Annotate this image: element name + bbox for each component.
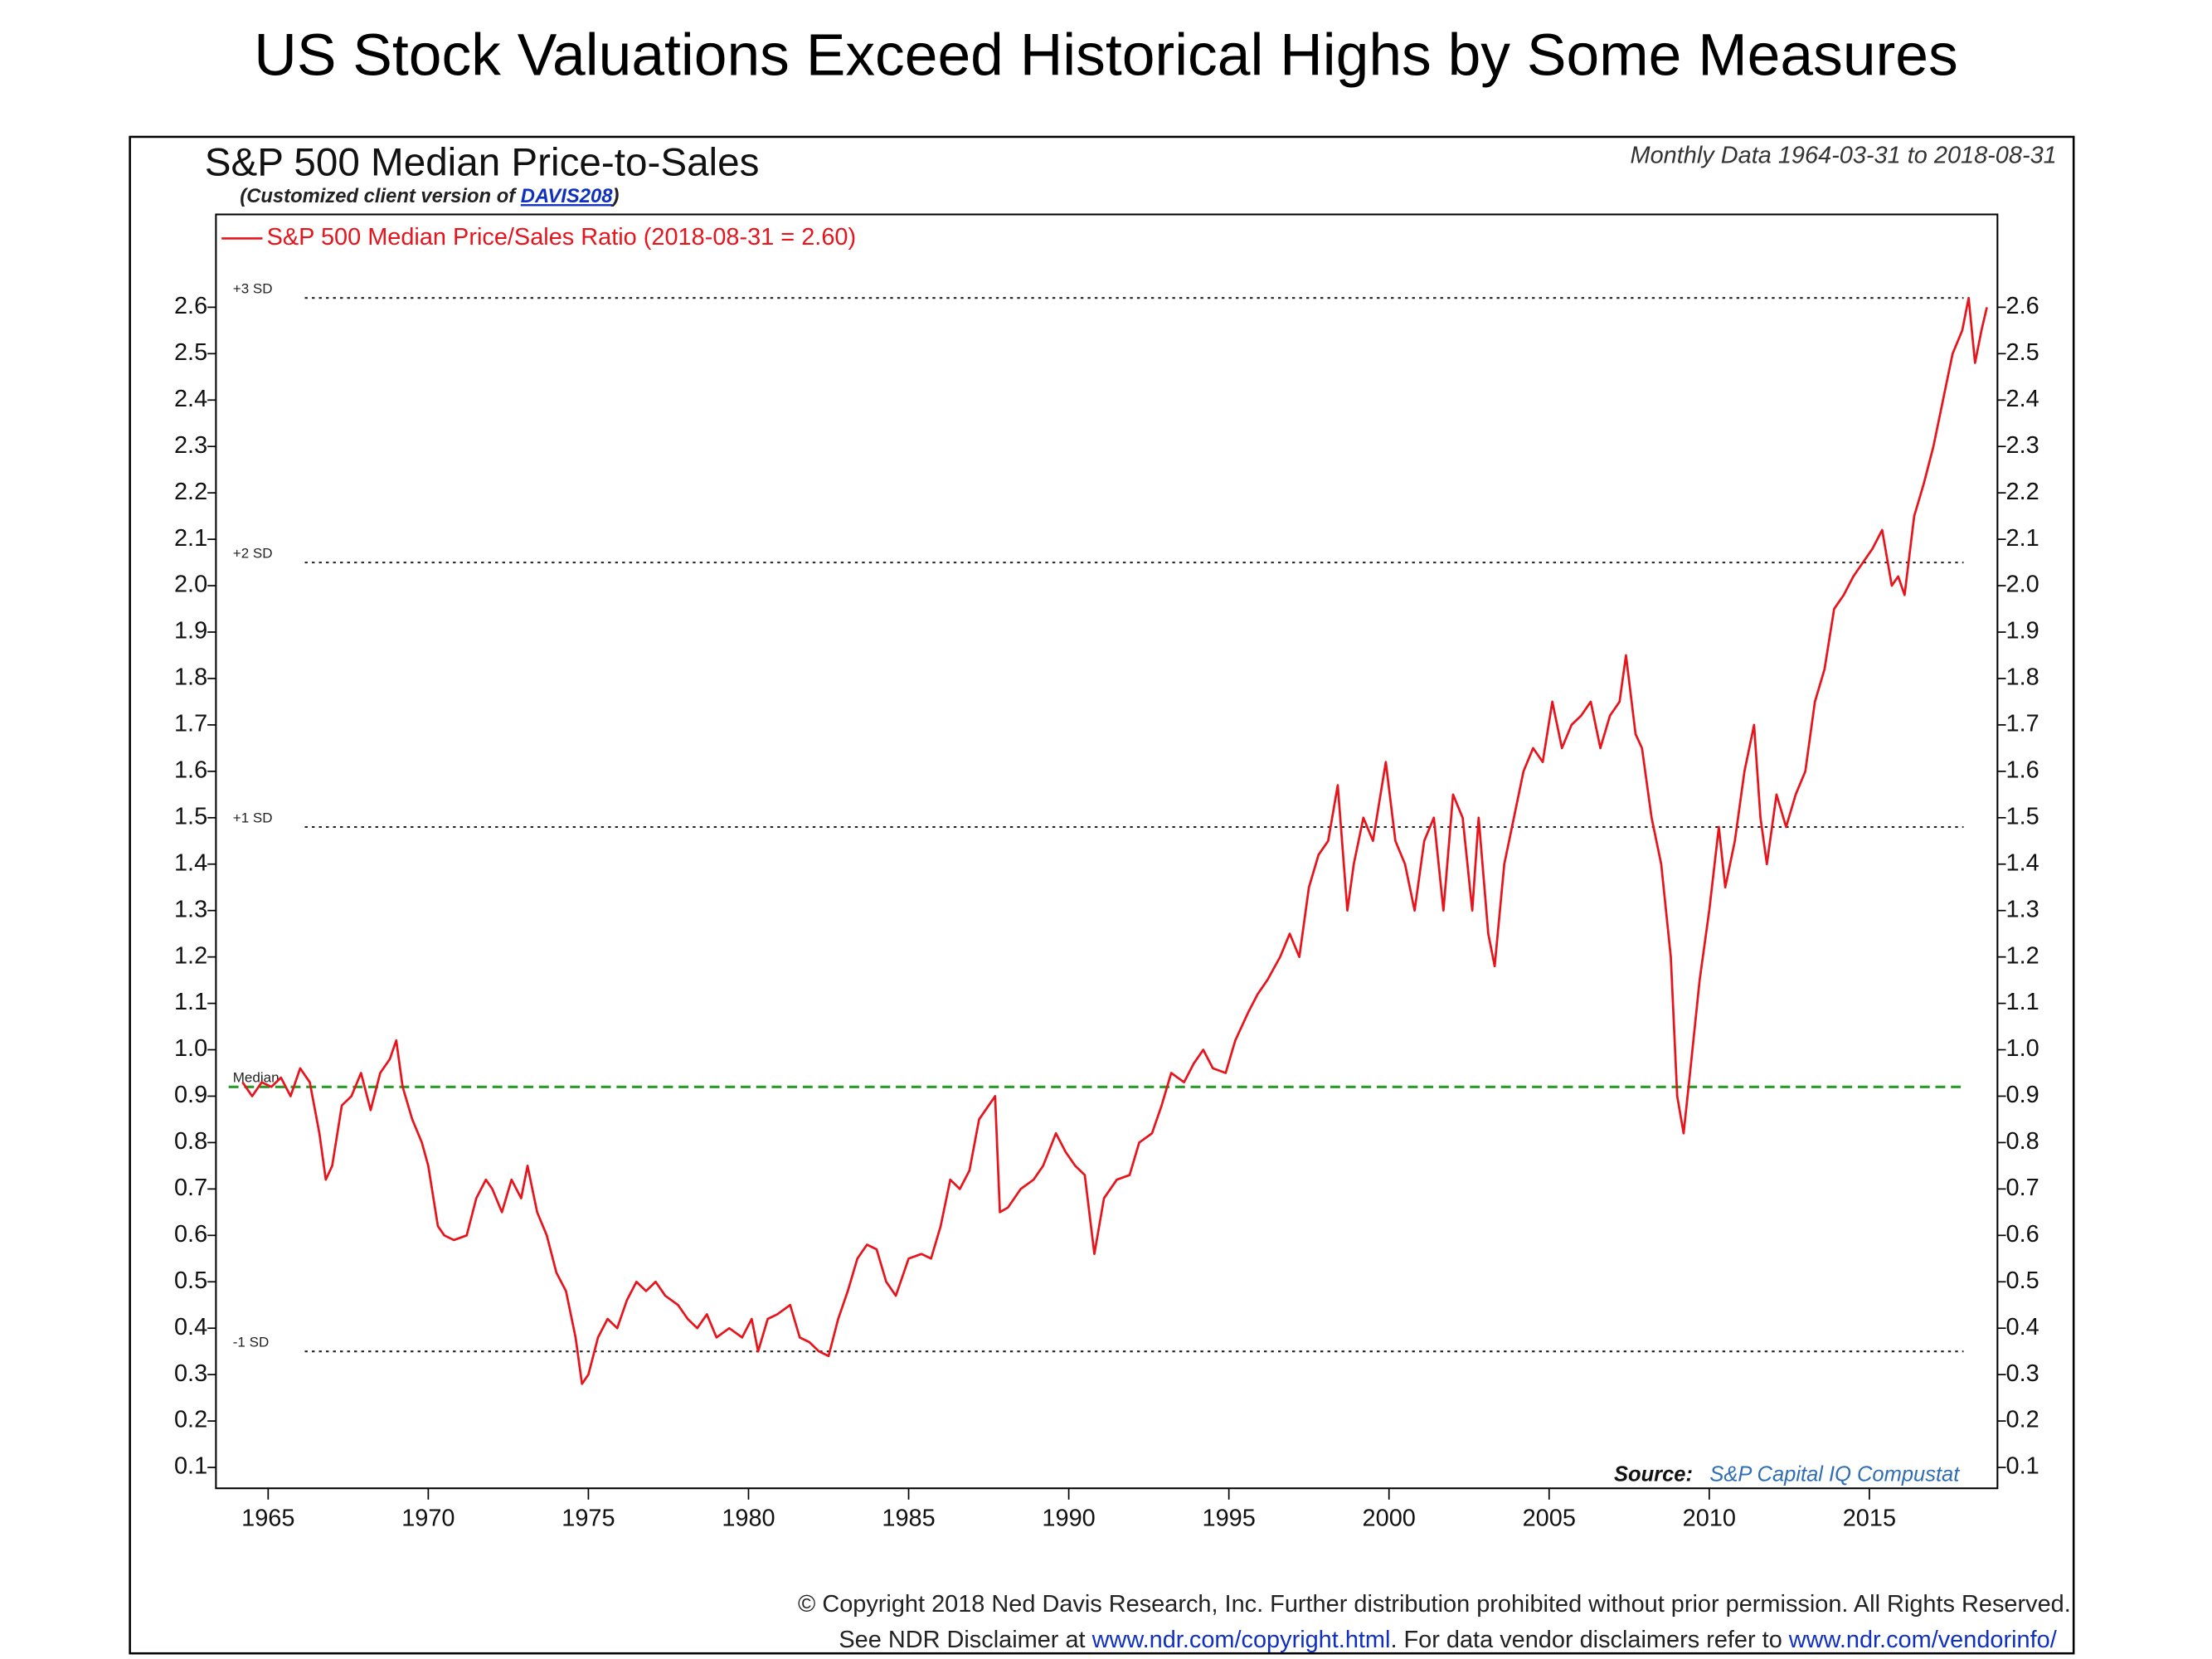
- y-tick-label: 1.6: [174, 757, 207, 783]
- x-tick-label: 1995: [1202, 1505, 1255, 1531]
- y2-tick-label: 1.9: [2006, 618, 2039, 645]
- y2-tick-label: 1.8: [2006, 664, 2039, 691]
- copyright: © Copyright 2018 Ned Davis Research, Inc…: [798, 1591, 2071, 1618]
- y2-tick-label: 0.8: [2006, 1128, 2039, 1155]
- reference-label: +2 SD: [233, 545, 273, 561]
- date-range: Monthly Data 1964-03-31 to 2018-08-31: [1631, 142, 2057, 168]
- y-tick-label: 1.1: [174, 989, 207, 1015]
- plot-frame: [215, 213, 1999, 1490]
- page-title: US Stock Valuations Exceed Historical Hi…: [254, 22, 1957, 88]
- chart-subtitle: (Customized client version of DAVIS208): [240, 185, 619, 207]
- y-tick-label: 2.6: [174, 293, 207, 319]
- y-tick-label: 2.3: [174, 432, 207, 459]
- outer-frame: [129, 135, 2075, 1655]
- y-tick-label: 2.2: [174, 479, 207, 505]
- x-tick-label: 1985: [882, 1505, 935, 1531]
- subtitle-link[interactable]: DAVIS208: [521, 185, 613, 207]
- y-tick-label: 2.4: [174, 386, 207, 412]
- disclaimer-text: See NDR Disclaimer at: [839, 1627, 1091, 1653]
- y-tick-label: 2.1: [174, 525, 207, 552]
- y2-tick-label: 0.4: [2006, 1314, 2039, 1340]
- y2-tick-label: 2.0: [2006, 572, 2039, 598]
- y-tick-label: 1.4: [174, 849, 207, 876]
- y2-tick-label: 0.1: [2006, 1453, 2039, 1480]
- y-tick-label: 0.1: [174, 1453, 207, 1480]
- y2-tick-label: 1.7: [2006, 711, 2039, 737]
- y-tick-label: 1.5: [174, 803, 207, 830]
- y-tick-label: 1.2: [174, 942, 207, 969]
- y-tick-label: 0.5: [174, 1267, 207, 1294]
- y-tick-label: 0.6: [174, 1221, 207, 1248]
- y2-tick-label: 0.7: [2006, 1175, 2039, 1201]
- x-tick-label: 1980: [722, 1505, 775, 1531]
- y-tick-label: 0.2: [174, 1407, 207, 1433]
- x-tick-label: 1965: [241, 1505, 294, 1531]
- x-tick-label: 2005: [1523, 1505, 1576, 1531]
- reference-label: Median: [233, 1070, 280, 1086]
- y2-tick-label: 2.3: [2006, 432, 2039, 459]
- x-tick-label: 2000: [1363, 1505, 1416, 1531]
- y2-tick-label: 1.1: [2006, 989, 2039, 1015]
- y2-tick-label: 0.9: [2006, 1082, 2039, 1108]
- y2-tick-label: 0.2: [2006, 1407, 2039, 1433]
- plot-area: 0.1 0.1 0.2 0.2 0.3 0.3 0.4 0.4 0.5 0.5 0.6 0.6 0.7 0…: [174, 224, 2039, 1531]
- y2-tick-label: 1.0: [2006, 1035, 2039, 1062]
- y-tick-label: 1.0: [174, 1035, 207, 1062]
- y2-tick-label: 1.6: [2006, 757, 2039, 783]
- y2-tick-label: 2.6: [2006, 293, 2039, 319]
- y2-tick-label: 0.6: [2006, 1221, 2039, 1248]
- y2-tick-label: 2.1: [2006, 525, 2039, 552]
- subtitle-text: (Customized client version of: [240, 185, 520, 207]
- y-tick-label: 2.0: [174, 572, 207, 598]
- y2-tick-label: 1.5: [2006, 803, 2039, 830]
- y-tick-label: 1.9: [174, 618, 207, 645]
- y2-tick-label: 2.5: [2006, 339, 2039, 366]
- y2-tick-label: 2.4: [2006, 386, 2039, 412]
- source-label: Source:: [1614, 1463, 1693, 1486]
- disclaimer-text: . For data vendor disclaimers refer to: [1390, 1627, 1788, 1653]
- disclaimer-link[interactable]: www.ndr.com/copyright.html: [1091, 1627, 1391, 1653]
- y2-tick-label: 1.4: [2006, 849, 2039, 876]
- x-tick-label: 1990: [1042, 1505, 1095, 1531]
- y-tick-label: 0.7: [174, 1175, 207, 1201]
- y-tick-label: 1.8: [174, 664, 207, 691]
- reference-label: +3 SD: [233, 280, 273, 296]
- x-tick-label: 1970: [401, 1505, 455, 1531]
- source: S&P Capital IQ Compustat: [1709, 1463, 1960, 1486]
- subtitle-text: ): [610, 185, 619, 207]
- y-tick-label: 0.9: [174, 1082, 207, 1108]
- x-tick-label: 2015: [1843, 1505, 1896, 1531]
- data-line: [241, 296, 1988, 1385]
- y2-tick-label: 1.3: [2006, 896, 2039, 922]
- y2-tick-label: 1.2: [2006, 942, 2039, 969]
- x-tick-label: 1975: [562, 1505, 615, 1531]
- y-tick-label: 2.5: [174, 339, 207, 366]
- y-tick-label: 0.8: [174, 1128, 207, 1155]
- reference-label: +1 SD: [233, 810, 273, 825]
- y-tick-label: 1.3: [174, 896, 207, 922]
- chart-title: S&P 500 Median Price-to-Sales: [205, 141, 760, 185]
- y-tick-label: 1.7: [174, 711, 207, 737]
- reference-label: -1 SD: [233, 1334, 269, 1350]
- y2-tick-label: 0.5: [2006, 1267, 2039, 1294]
- disclaimer: See NDR Disclaimer at www.ndr.com/copyri…: [839, 1627, 2057, 1653]
- y-tick-label: 0.3: [174, 1360, 207, 1387]
- y-tick-label: 0.4: [174, 1314, 207, 1340]
- disclaimer-link[interactable]: www.ndr.com/vendorinfo/: [1788, 1627, 2058, 1653]
- x-tick-label: 2010: [1683, 1505, 1736, 1531]
- y2-tick-label: 2.2: [2006, 479, 2039, 505]
- legend-label: S&P 500 Median Price/Sales Ratio (2018-0…: [267, 224, 857, 251]
- y2-tick-label: 0.3: [2006, 1360, 2039, 1387]
